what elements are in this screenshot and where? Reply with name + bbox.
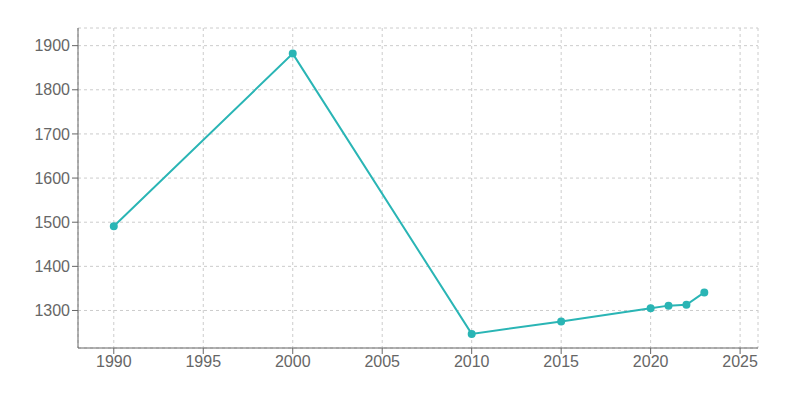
svg-text:1995: 1995 bbox=[185, 353, 221, 370]
svg-text:1990: 1990 bbox=[96, 353, 132, 370]
svg-text:2025: 2025 bbox=[722, 353, 758, 370]
svg-text:1500: 1500 bbox=[34, 214, 70, 231]
svg-text:2005: 2005 bbox=[364, 353, 400, 370]
svg-text:1900: 1900 bbox=[34, 37, 70, 54]
svg-text:2015: 2015 bbox=[543, 353, 579, 370]
svg-text:1800: 1800 bbox=[34, 81, 70, 98]
svg-text:1400: 1400 bbox=[34, 258, 70, 275]
svg-text:2020: 2020 bbox=[633, 353, 669, 370]
svg-text:1700: 1700 bbox=[34, 126, 70, 143]
svg-text:1600: 1600 bbox=[34, 170, 70, 187]
svg-text:1300: 1300 bbox=[34, 302, 70, 319]
svg-text:2010: 2010 bbox=[454, 353, 490, 370]
svg-text:2000: 2000 bbox=[275, 353, 311, 370]
